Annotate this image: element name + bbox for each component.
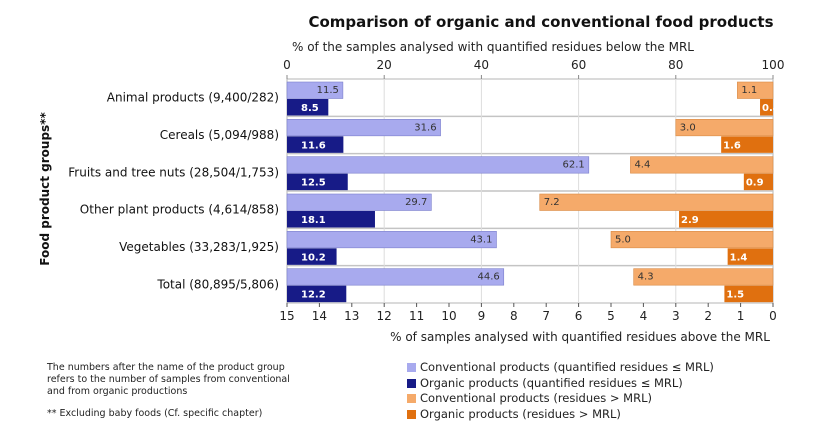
bar-conventional-below-mrl xyxy=(286,156,590,174)
data-label-organic-below-mrl: 12.2 xyxy=(301,290,326,301)
data-label-conventional-above-mrl: 5.0 xyxy=(615,234,631,245)
bottom-tick-label: 7 xyxy=(542,309,550,323)
bar-organic-above-mrl xyxy=(760,99,773,116)
data-label-organic-below-mrl: 8.5 xyxy=(301,103,319,114)
data-label-conventional-below-mrl: 31.6 xyxy=(414,122,436,133)
top-tick-label: 100 xyxy=(762,58,785,72)
data-label-organic-above-mrl: 2.9 xyxy=(681,215,699,226)
note-line-3: and from organic productions xyxy=(47,386,187,397)
bar-organic-below-mrl xyxy=(287,99,329,116)
category-label: Other plant products (4,614/858) xyxy=(80,203,279,217)
top-axis-label: % of the samples analysed with quantifie… xyxy=(292,40,694,54)
bar-organic-above-mrl xyxy=(727,248,773,265)
legend-swatch xyxy=(407,410,416,419)
top-tick-label: 20 xyxy=(377,58,392,72)
data-label-organic-above-mrl: 1.6 xyxy=(723,140,741,151)
bar-organic-below-mrl xyxy=(287,248,337,265)
bar-conventional-below-mrl xyxy=(286,268,505,286)
bottom-tick-label: 14 xyxy=(312,309,327,323)
bar-conventional-above-mrl xyxy=(630,156,774,174)
legend-swatch xyxy=(407,394,416,403)
note-line-1: The numbers after the name of the produc… xyxy=(46,362,285,373)
bottom-tick-label: 12 xyxy=(377,309,392,323)
top-tick-label: 0 xyxy=(283,58,291,72)
bar-conventional-above-mrl xyxy=(633,268,774,286)
data-label-conventional-above-mrl: 3.0 xyxy=(680,122,696,133)
data-label-conventional-below-mrl: 11.5 xyxy=(317,85,339,96)
legend-swatch xyxy=(407,363,416,372)
bottom-tick-label: 4 xyxy=(640,309,648,323)
bottom-tick-label: 8 xyxy=(510,309,518,323)
bottom-tick-label: 5 xyxy=(607,309,615,323)
legend-label: Conventional products (residues > MRL) xyxy=(420,391,652,405)
bar-conventional-above-mrl xyxy=(737,81,774,99)
legend-swatch xyxy=(407,379,416,388)
category-label: Cereals (5,094/988) xyxy=(160,128,279,142)
data-label-organic-above-mrl: 0.4 xyxy=(762,103,780,114)
data-label-organic-above-mrl: 1.5 xyxy=(726,290,744,301)
data-label-conventional-below-mrl: 62.1 xyxy=(563,160,585,171)
legend-label: Organic products (quantified residues ≤ … xyxy=(420,376,683,390)
bar-organic-below-mrl xyxy=(287,285,347,303)
top-tick-label: 60 xyxy=(571,58,586,72)
data-label-organic-below-mrl: 12.5 xyxy=(301,178,326,189)
data-label-conventional-above-mrl: 4.3 xyxy=(638,272,654,283)
data-label-conventional-above-mrl: 7.2 xyxy=(544,197,560,208)
legend: Conventional products (quantified residu… xyxy=(407,360,714,421)
bottom-tick-label: 9 xyxy=(478,309,486,323)
bar-conventional-below-mrl xyxy=(286,193,432,211)
top-tick-label: 40 xyxy=(474,58,489,72)
bottom-tick-label: 13 xyxy=(344,309,359,323)
category-labels: Animal products (9,400/282) Cereals (5,09… xyxy=(68,91,279,292)
data-label-conventional-below-mrl: 44.6 xyxy=(477,272,499,283)
bottom-tick-label: 15 xyxy=(279,309,294,323)
bottom-tick-label: 11 xyxy=(409,309,424,323)
bar-conventional-above-mrl xyxy=(610,231,774,249)
bottom-axis-label: % of samples analysed with quantified re… xyxy=(390,330,770,344)
bottom-tick-label: 3 xyxy=(672,309,680,323)
bar-organic-below-mrl xyxy=(287,173,348,191)
legend-label: Organic products (residues > MRL) xyxy=(420,407,621,421)
bottom-tick-label: 10 xyxy=(441,309,456,323)
category-label: Fruits and tree nuts (28,504/1,753) xyxy=(68,165,279,179)
bottom-tick-label: 2 xyxy=(704,309,712,323)
bar-organic-below-mrl xyxy=(287,211,375,228)
bar-organic-above-mrl xyxy=(724,285,773,303)
bars: 11.5 8.5 1.1 0.4 31.6 11.6 3.0 1.6 62.1 12.5 4.4 0.… xyxy=(286,81,780,303)
data-label-organic-below-mrl: 11.6 xyxy=(301,140,326,151)
chart-title: Comparison of organic and conventional f… xyxy=(308,13,773,31)
data-label-conventional-below-mrl: 43.1 xyxy=(470,234,492,245)
y-axis-label: Food product groups** xyxy=(38,112,52,266)
top-tick-label: 80 xyxy=(668,58,683,72)
data-label-conventional-above-mrl: 4.4 xyxy=(634,160,650,171)
data-label-organic-below-mrl: 10.2 xyxy=(301,252,326,263)
bottom-tick-label: 1 xyxy=(737,309,745,323)
bar-conventional-below-mrl xyxy=(286,231,497,249)
bar-organic-below-mrl xyxy=(287,136,344,153)
bottom-axis-ticks: 15 14 13 12 11 10 9 8 7 6 5 4 3 2 1 0 xyxy=(279,303,777,323)
category-label: Vegetables (33,283/1,925) xyxy=(119,240,279,254)
data-label-conventional-above-mrl: 1.1 xyxy=(741,85,757,96)
category-label: Total (80,895/5,806) xyxy=(156,277,279,291)
footnote: ** Excluding baby foods (Cf. specific ch… xyxy=(47,408,262,419)
data-label-conventional-below-mrl: 29.7 xyxy=(405,197,427,208)
bar-conventional-above-mrl xyxy=(539,193,774,211)
bottom-tick-label: 0 xyxy=(769,309,777,323)
bar-organic-above-mrl xyxy=(721,136,773,153)
bottom-tick-label: 6 xyxy=(575,309,583,323)
data-label-organic-above-mrl: 0.9 xyxy=(746,178,764,189)
category-label: Animal products (9,400/282) xyxy=(107,91,279,105)
data-label-organic-below-mrl: 18.1 xyxy=(301,215,326,226)
bar-organic-above-mrl xyxy=(743,173,773,191)
note-line-2: refers to the number of samples from con… xyxy=(47,374,290,385)
bar-conventional-above-mrl xyxy=(675,119,774,137)
bar-organic-above-mrl xyxy=(679,211,773,228)
top-axis-ticks: 0 20 40 60 80 100 xyxy=(283,58,784,79)
bar-conventional-below-mrl xyxy=(286,81,344,99)
data-label-organic-above-mrl: 1.4 xyxy=(730,252,748,263)
bar-conventional-below-mrl xyxy=(286,119,441,137)
legend-label: Conventional products (quantified residu… xyxy=(420,360,714,374)
